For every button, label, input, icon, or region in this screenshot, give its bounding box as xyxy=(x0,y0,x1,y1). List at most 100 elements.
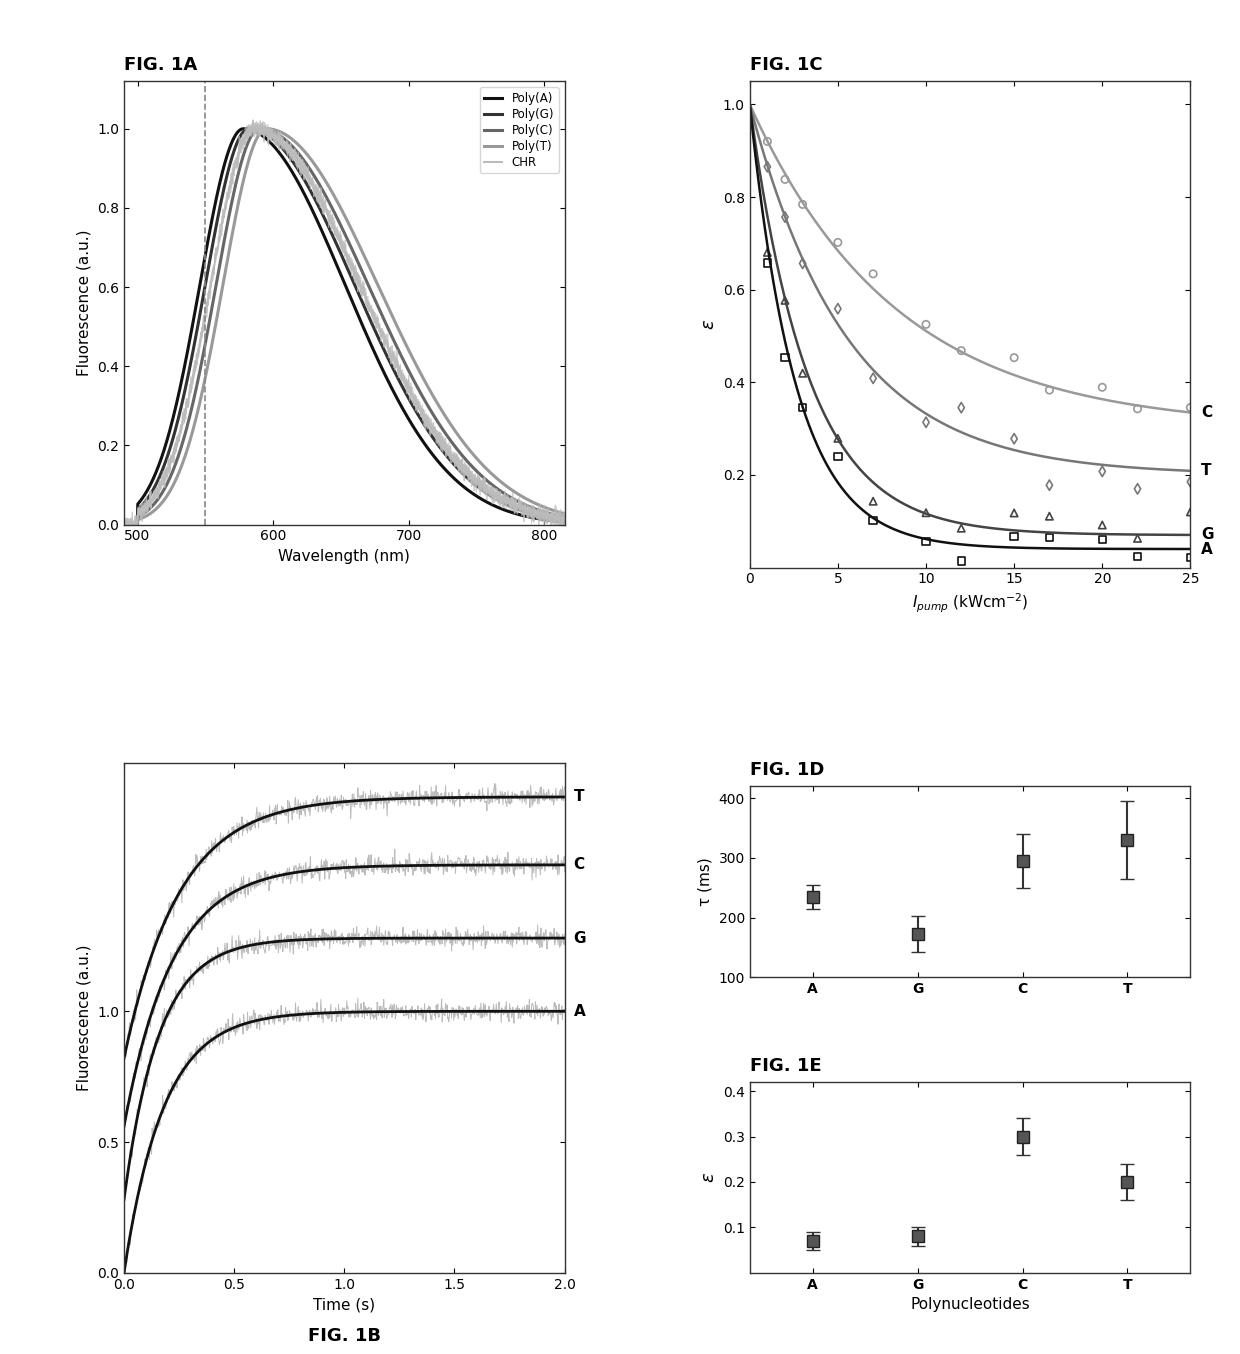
Poly(T) xyxy=(259,121,274,137)
X-axis label: Wavelength (nm): Wavelength (nm) xyxy=(279,548,410,565)
Point xyxy=(951,550,971,571)
Poly(A) xyxy=(117,516,131,532)
Point xyxy=(1004,525,1024,547)
Poly(T) xyxy=(398,334,413,351)
Point xyxy=(828,445,848,467)
Poly(T) xyxy=(373,283,388,299)
Poly(G) xyxy=(117,516,131,532)
Point xyxy=(1004,347,1024,368)
Text: T: T xyxy=(573,789,584,804)
Point xyxy=(863,509,883,531)
Point xyxy=(1180,547,1200,569)
Point xyxy=(828,232,848,253)
Point xyxy=(775,169,795,191)
Poly(G) xyxy=(242,121,257,137)
Point xyxy=(951,397,971,418)
Poly(G) xyxy=(451,462,466,478)
Point xyxy=(1092,515,1112,536)
X-axis label: Polynucleotides: Polynucleotides xyxy=(910,1297,1030,1312)
Line: Poly(C): Poly(C) xyxy=(124,129,564,524)
Y-axis label: ε: ε xyxy=(699,1173,717,1182)
Point xyxy=(863,367,883,389)
Point xyxy=(1180,471,1200,493)
Text: FIG. 1E: FIG. 1E xyxy=(750,1057,821,1075)
Point xyxy=(916,412,936,433)
Point xyxy=(1004,502,1024,524)
Poly(A) xyxy=(557,513,572,529)
Text: T: T xyxy=(1202,463,1211,478)
Poly(G) xyxy=(496,496,511,512)
Point xyxy=(1180,397,1200,418)
Point xyxy=(792,253,812,275)
Poly(C) xyxy=(373,303,388,320)
Point xyxy=(792,397,812,418)
Point xyxy=(758,130,777,152)
Poly(A) xyxy=(237,121,252,137)
Point xyxy=(1127,528,1147,550)
Text: FIG. 1A: FIG. 1A xyxy=(124,56,197,74)
Point xyxy=(792,363,812,385)
Line: Poly(T): Poly(T) xyxy=(124,129,564,524)
Text: FIG. 1C: FIG. 1C xyxy=(750,56,822,74)
Point xyxy=(916,314,936,336)
Y-axis label: τ (ms): τ (ms) xyxy=(698,857,713,906)
Point xyxy=(1092,376,1112,398)
Poly(T) xyxy=(384,307,399,324)
Poly(C) xyxy=(496,485,511,501)
Point xyxy=(775,206,795,227)
Point xyxy=(951,340,971,362)
Text: G: G xyxy=(573,930,587,945)
Point xyxy=(863,263,883,284)
Text: FIG. 1D: FIG. 1D xyxy=(750,761,825,780)
Point xyxy=(1039,527,1059,548)
Poly(C) xyxy=(252,121,267,137)
Line: Poly(A): Poly(A) xyxy=(124,129,564,524)
Point xyxy=(1039,505,1059,527)
Text: A: A xyxy=(1202,542,1213,556)
Point xyxy=(775,290,795,311)
Point xyxy=(916,502,936,524)
Poly(A) xyxy=(398,405,413,421)
Poly(A) xyxy=(451,474,466,490)
Point xyxy=(828,298,848,320)
Poly(A) xyxy=(373,357,388,374)
Point xyxy=(1127,478,1147,500)
X-axis label: $I_{pump}$ (kWcm$^{-2}$): $I_{pump}$ (kWcm$^{-2}$) xyxy=(911,592,1028,615)
Poly(G) xyxy=(384,359,399,375)
Point xyxy=(1127,398,1147,420)
Poly(C) xyxy=(398,356,413,372)
Poly(T) xyxy=(557,505,572,521)
Poly(T) xyxy=(496,477,511,493)
Point xyxy=(758,156,777,177)
Poly(T) xyxy=(117,516,131,532)
Line: Poly(G): Poly(G) xyxy=(124,129,564,524)
Text: C: C xyxy=(1202,405,1213,420)
Poly(G) xyxy=(144,485,159,501)
Y-axis label: Fluorescence (a.u.): Fluorescence (a.u.) xyxy=(77,230,92,376)
Point xyxy=(792,194,812,215)
Text: A: A xyxy=(573,1003,585,1018)
Poly(T) xyxy=(451,428,466,444)
Text: C: C xyxy=(573,857,584,872)
Poly(T) xyxy=(144,505,159,521)
Point xyxy=(828,428,848,450)
Poly(C) xyxy=(451,443,466,459)
Poly(A) xyxy=(496,502,511,519)
Point xyxy=(916,531,936,552)
Point xyxy=(758,252,777,274)
Point xyxy=(1127,546,1147,567)
Poly(G) xyxy=(373,334,388,351)
Poly(A) xyxy=(144,475,159,492)
Point xyxy=(1092,460,1112,482)
Point xyxy=(951,517,971,539)
Point xyxy=(863,490,883,512)
Poly(G) xyxy=(557,512,572,528)
Point xyxy=(1039,474,1059,496)
Legend: Poly(A), Poly(G), Poly(C), Poly(T), CHR: Poly(A), Poly(G), Poly(C), Poly(T), CHR xyxy=(480,87,559,173)
Point xyxy=(758,241,777,263)
Y-axis label: Fluorescence (a.u.): Fluorescence (a.u.) xyxy=(77,945,92,1091)
Poly(C) xyxy=(117,516,131,532)
Poly(C) xyxy=(144,500,159,516)
Poly(C) xyxy=(384,329,399,345)
Poly(C) xyxy=(557,509,572,525)
